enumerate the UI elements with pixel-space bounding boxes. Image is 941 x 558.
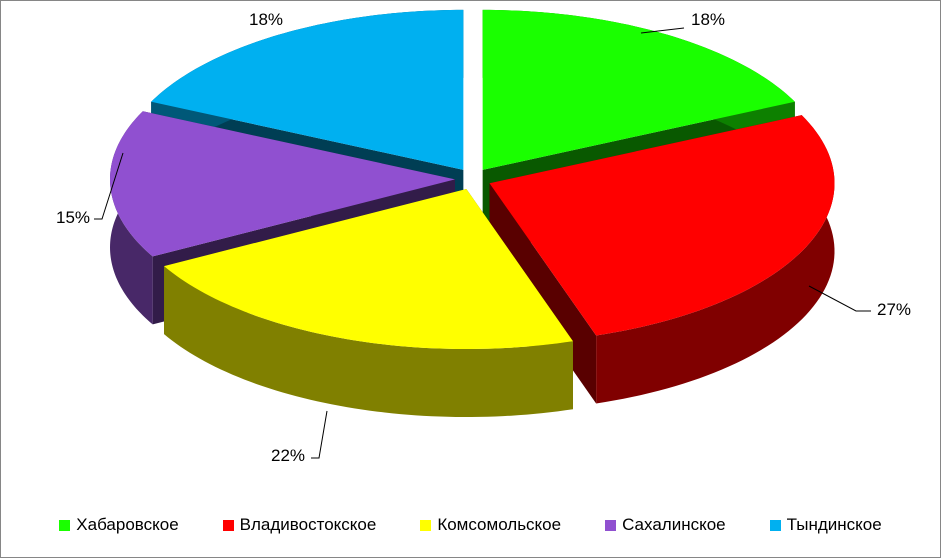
legend-label: Хабаровское: [76, 515, 179, 534]
legend-label: Владивостокское: [239, 515, 377, 534]
slice-top: [489, 115, 835, 336]
legend-swatch: [59, 519, 71, 531]
legend: Хабаровское Владивостокское Комсомольско…: [1, 515, 940, 535]
slice-top: [164, 189, 573, 350]
leader-line: [808, 285, 871, 312]
leader-line: [94, 152, 124, 220]
legend-swatch: [420, 519, 432, 531]
slice-top: [110, 111, 456, 257]
data-label: 27%: [877, 300, 911, 319]
legend-item-khabarovskoe: Хабаровское: [59, 515, 179, 535]
legend-item-sakhalinskoe: Сахалинское: [605, 515, 726, 535]
legend-item-vladivostokskoe: Владивостокское: [222, 515, 377, 535]
legend-swatch: [769, 519, 781, 531]
legend-swatch: [605, 519, 617, 531]
legend-label: Тындинское: [786, 515, 882, 534]
data-label: 18%: [691, 10, 725, 29]
leader-line: [311, 410, 328, 459]
pie-slice-2: [164, 189, 573, 418]
legend-swatch: [222, 519, 234, 531]
pie-slice-1: [489, 115, 835, 404]
legend-label: Сахалинское: [622, 515, 726, 534]
data-label: 15%: [56, 208, 90, 227]
slice-top: [151, 9, 464, 170]
legend-item-komsomolskoe: Комсомольское: [420, 515, 561, 535]
data-label: 22%: [271, 446, 305, 465]
legend-item-tyndinskoe: Тындинское: [769, 515, 882, 535]
slice-outer-wall: [164, 266, 573, 418]
legend-label: Комсомольское: [437, 515, 562, 534]
slice-top: [482, 9, 795, 170]
leader-line: [640, 27, 685, 34]
data-label: 18%: [249, 10, 283, 29]
slice-outer-wall: [596, 115, 835, 404]
